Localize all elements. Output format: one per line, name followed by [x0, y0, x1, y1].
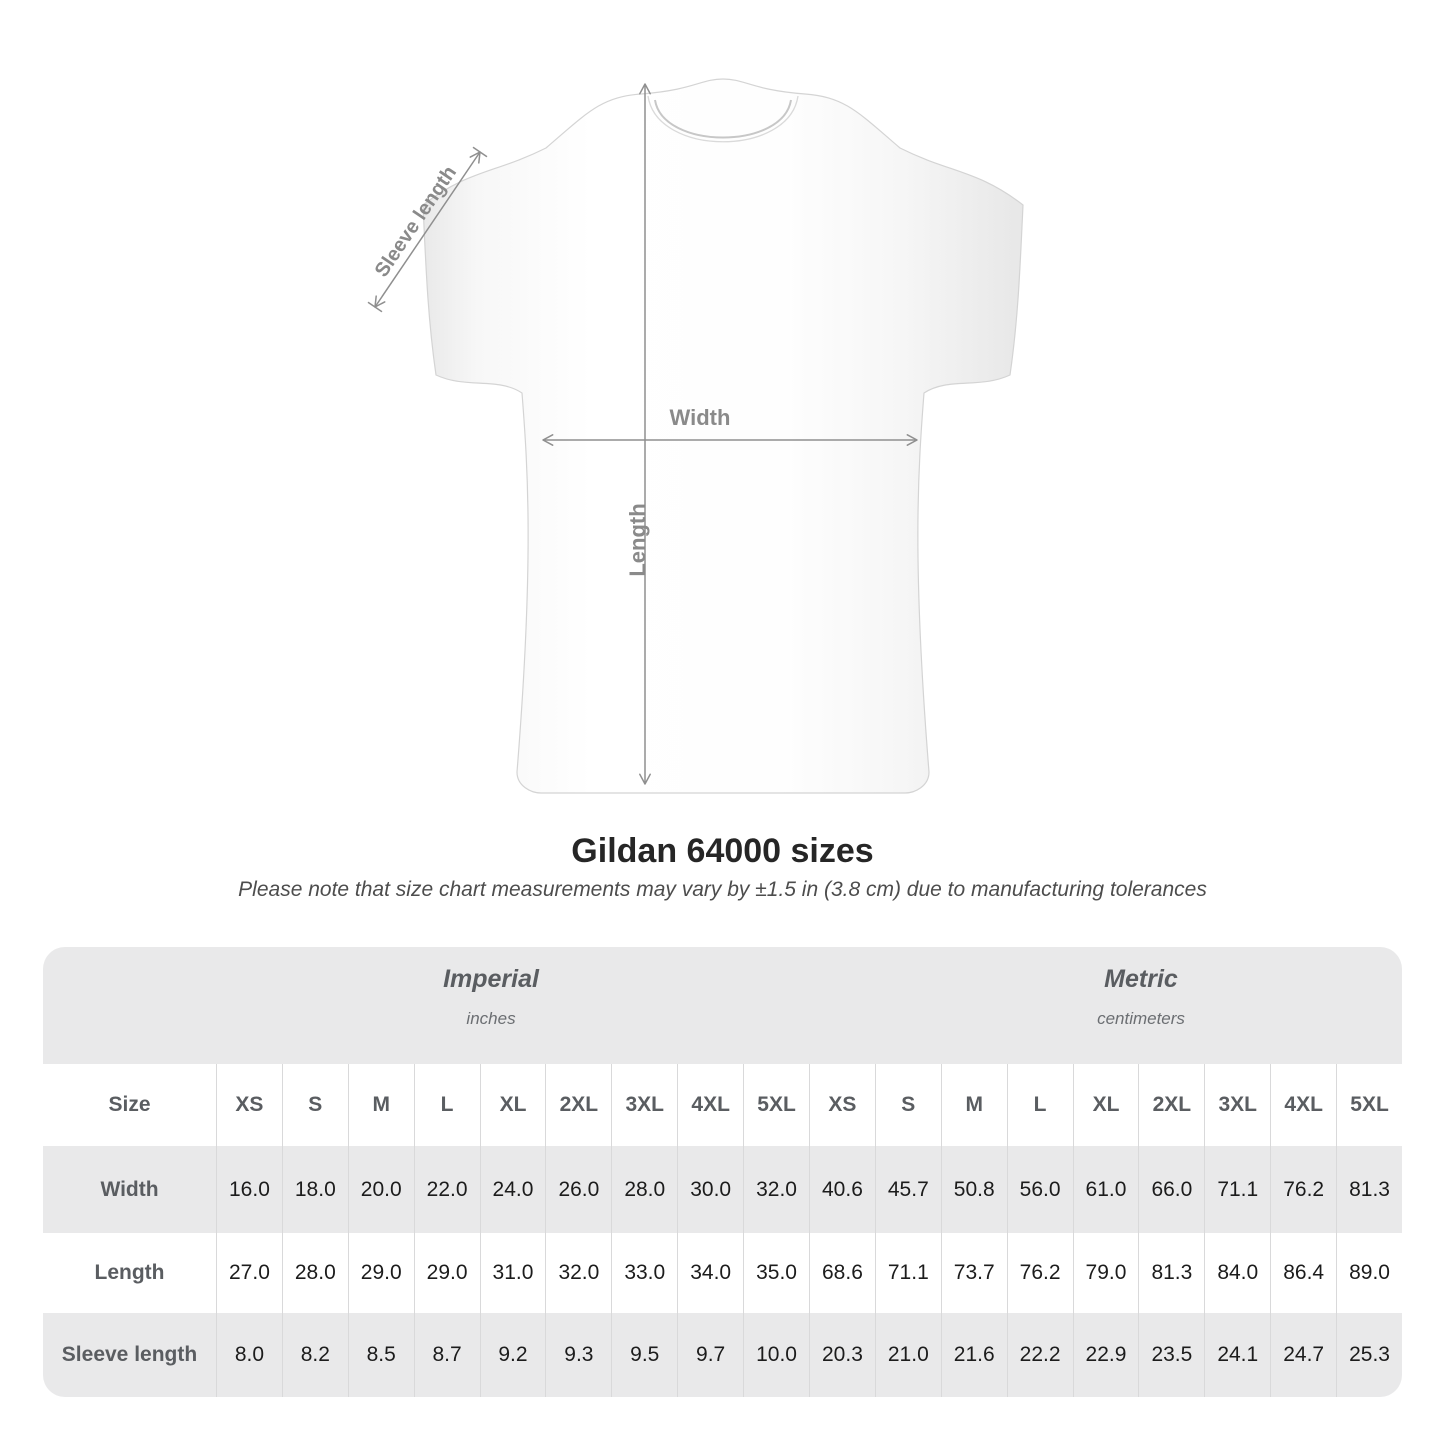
svg-text:Length: Length — [625, 503, 650, 576]
svg-text:Width: Width — [670, 405, 731, 430]
